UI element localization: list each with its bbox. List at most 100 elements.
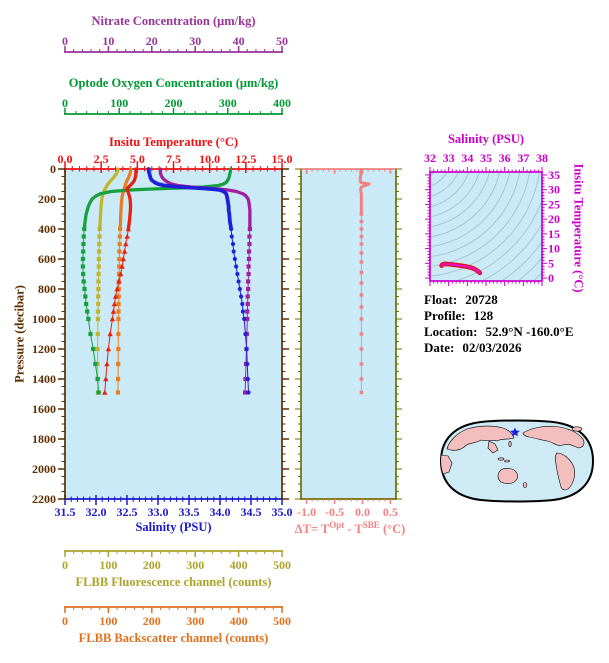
tick-label: 33.5 [179,505,200,519]
delta-title-prefix: ΔT= T [294,522,330,537]
tick-label: 1600 [32,402,56,416]
tick-label: 1000 [32,312,56,326]
tick-label: 0 [62,558,68,572]
backscatter-axis: 0 100 200 300 400 500 [62,606,291,628]
tick-label: 31.5 [55,505,76,519]
tick-label: 10.0 [199,152,220,166]
tick-label: 34.0 [210,505,231,519]
pressure-axis: 0 200 400 600 800 1000 1200 1400 1600 1800 2000 220… [32,162,289,506]
tick-label: 34.5 [241,505,262,519]
tick-label: 400 [38,222,56,236]
salinity-axis: 31.5 32.0 32.5 33.0 33.5 34.0 34.5 35.0 [55,495,293,519]
delta-title-suffix: (°C) [379,522,406,537]
date-row: Date: 02/03/2026 [424,340,574,356]
fluorescence-axis-title: FLBB Fluorescence channel (counts) [75,575,272,589]
tick-label: 32.5 [117,505,138,519]
tick-label: 2000 [32,462,56,476]
new-zealand-island [522,482,528,488]
tick-label: 2.5 [94,152,109,166]
delta-t-series [358,169,371,395]
south-america-landmass [555,452,575,491]
tick-label: 400 [230,558,248,572]
indonesia-island [497,457,505,461]
tick-label: 10 [102,34,114,48]
nitrate-axis: 0 10 20 30 40 50 [62,34,288,53]
tick-label: 200 [165,96,183,110]
delta-title-sup-sbe: SBE [362,520,380,530]
tick-label: 25 [548,197,560,211]
location-row: Location: 52.9°N -160.0°E [424,324,574,340]
profile-row: Profile: 128 [424,308,574,324]
tick-label: 0 [62,96,68,110]
ts-curve [439,261,483,276]
delta-t-axis-title: ΔT= TOpt - TSBE (°C) [282,520,418,537]
greenland-island [571,426,583,432]
float-id-label: Float: [424,292,458,307]
tick-label: 800 [38,282,56,296]
tick-label: 12.5 [235,152,256,166]
tick-label: 0.5 [383,505,398,519]
tick-label: -1.0 [297,505,316,519]
tick-label: 32 [424,151,436,165]
tick-label: 7.5 [166,152,181,166]
tick-label: 34 [461,151,473,165]
tick-label: 600 [38,252,56,266]
delta-t-plot-area [301,169,396,499]
tick-label: 100 [110,96,128,110]
tick-label: 30 [548,183,560,197]
tick-label: 200 [38,192,56,206]
tick-label: 37 [517,151,529,165]
oxygen-axis-title: Optode Oxygen Concentration (μm/kg) [68,76,279,90]
tick-label: 500 [273,614,291,628]
landmasses [440,425,585,491]
pressure-axis-title: Pressure (decibar) [12,285,27,383]
temperature-axis: 0.0 2.5 5.0 7.5 10.0 12.5 15.0 [58,152,293,173]
africa-landmass [440,454,453,475]
tick-label: 33.0 [148,505,169,519]
tick-label: 200 [143,558,161,572]
oxygen-axis: 0 100 200 300 400 [62,96,291,115]
tick-label: 1800 [32,432,56,446]
tick-label: 400 [230,614,248,628]
nitrate-axis-title: Nitrate Concentration (μm/kg) [91,14,256,28]
profile-value: 128 [473,308,494,323]
tick-label: 50 [276,34,288,48]
date-label: Date: [424,340,455,355]
tick-label: 36 [499,151,511,165]
delta-title-sup-opt: Opt [329,520,345,530]
tick-label: 33 [443,151,455,165]
tick-label: 300 [186,558,204,572]
tick-label: 32.0 [86,505,107,519]
tick-label: 100 [99,558,117,572]
tick-label: 0.0 [355,505,370,519]
new-guinea-island [504,459,510,463]
backscatter-axis-title: FLBB Backscatter channel (counts) [78,631,269,645]
tick-label: 0 [62,34,68,48]
world-map [439,419,595,503]
salinity-profile [146,167,251,395]
tick-label: 100 [99,614,117,628]
tick-label: 2200 [32,492,56,506]
temperature-axis-title: Insitu Temperature (°C) [108,135,239,149]
tick-label: 35 [480,151,492,165]
tick-label: 10 [548,242,560,256]
tick-label: 300 [186,614,204,628]
tick-label: 1400 [32,372,56,386]
north-america-landmass [522,425,585,449]
date-value: 02/03/2026 [462,340,522,355]
tick-label: 200 [143,614,161,628]
float-location-star [510,427,520,437]
float-id-value: 20728 [465,292,498,307]
tick-label: 1200 [32,342,56,356]
delta-title-mid: - T [344,522,363,537]
tick-label: 400 [273,96,291,110]
tick-label: -0.5 [325,505,344,519]
ts-salinity-axis-title: Salinity (PSU) [447,132,525,146]
float-id-row: Float: 20728 [424,292,574,308]
tick-label: 5 [548,256,554,270]
japan-island [508,441,512,447]
tick-label: 20 [548,212,560,226]
fluorescence-axis: 0 100 200 300 400 500 [62,550,291,572]
